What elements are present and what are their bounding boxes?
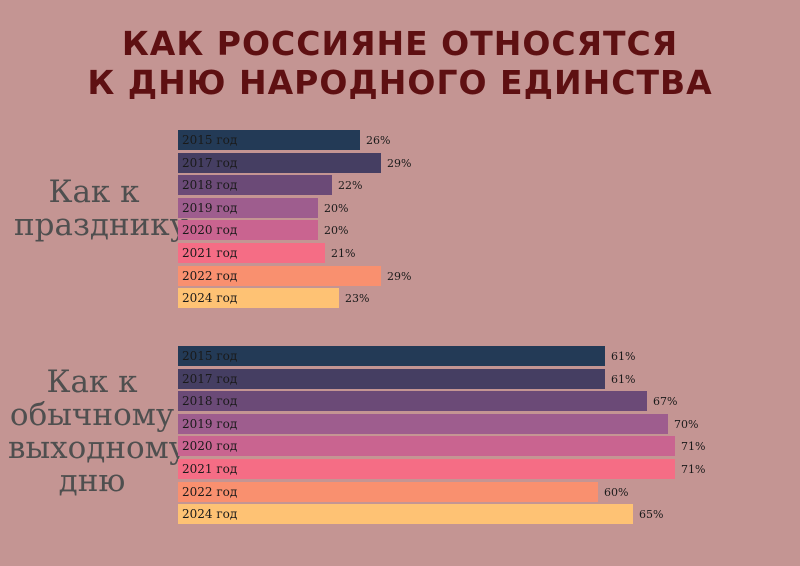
bar-day-off-2022-год: 2022 год	[178, 482, 598, 502]
bar-holiday-2015-год: 2015 год	[178, 130, 360, 150]
group-label-day-off: Как к обычному выходному дню	[8, 364, 188, 499]
bar-value-label: 20%	[324, 201, 349, 215]
bar-category-label: 2020 год	[182, 223, 238, 237]
bar-category-label: 2021 год	[182, 246, 238, 260]
bar-day-off-2017-год: 2017 год	[178, 369, 605, 389]
bar-day-off-2018-год: 2018 год	[178, 391, 647, 411]
bar-day-off-2015-год: 2015 год	[178, 346, 605, 366]
bar-value-label: 71%	[681, 462, 706, 476]
bar-holiday-2021-год: 2021 год	[178, 243, 325, 263]
bar-holiday-2018-год: 2018 год	[178, 175, 332, 195]
bar-day-off-2021-год: 2021 год	[178, 459, 675, 479]
bar-category-label: 2020 год	[182, 439, 238, 453]
bar-category-label: 2017 год	[182, 372, 238, 386]
bar-value-label: 20%	[324, 223, 349, 237]
bar-value-label: 61%	[611, 372, 636, 386]
bar-category-label: 2022 год	[182, 485, 238, 499]
bar-category-label: 2015 год	[182, 349, 238, 363]
bar-holiday-2024-год: 2024 год	[178, 288, 339, 308]
bar-holiday-2022-год: 2022 год	[178, 266, 381, 286]
bar-value-label: 61%	[611, 349, 636, 363]
bar-category-label: 2021 год	[182, 462, 238, 476]
bar-day-off-2024-год: 2024 год	[178, 504, 633, 524]
chart-title-line-2: К ДНЮ НАРОДНОГО ЕДИНСТВА	[87, 63, 713, 102]
bar-holiday-2019-год: 2019 год	[178, 198, 318, 218]
bar-category-label: 2022 год	[182, 269, 238, 283]
bar-category-label: 2024 год	[182, 507, 238, 521]
bar-value-label: 71%	[681, 439, 706, 453]
bar-value-label: 70%	[674, 417, 699, 431]
bar-category-label: 2017 год	[182, 156, 238, 170]
bar-value-label: 22%	[338, 178, 363, 192]
chart-title-line-1: КАК РОССИЯНЕ ОТНОСЯТСЯ	[121, 24, 679, 63]
bar-value-label: 21%	[331, 246, 356, 260]
bar-category-label: 2018 год	[182, 178, 238, 192]
bar-category-label: 2024 год	[182, 291, 238, 305]
bar-holiday-2017-год: 2017 год	[178, 153, 381, 173]
bar-category-label: 2019 год	[182, 201, 238, 215]
bar-category-label: 2019 год	[182, 417, 238, 431]
bar-value-label: 29%	[387, 156, 412, 170]
group-label-holiday: Как к празднику	[14, 174, 188, 243]
bar-day-off-2020-год: 2020 год	[178, 436, 675, 456]
bar-day-off-2019-год: 2019 год	[178, 414, 668, 434]
bar-category-label: 2015 год	[182, 133, 238, 147]
bar-value-label: 26%	[366, 133, 391, 147]
bar-category-label: 2018 год	[182, 394, 238, 408]
bar-value-label: 60%	[604, 485, 629, 499]
bar-holiday-2020-год: 2020 год	[178, 220, 318, 240]
bar-value-label: 67%	[653, 394, 678, 408]
bar-value-label: 23%	[345, 291, 370, 305]
bar-value-label: 29%	[387, 269, 412, 283]
bar-value-label: 65%	[639, 507, 664, 521]
